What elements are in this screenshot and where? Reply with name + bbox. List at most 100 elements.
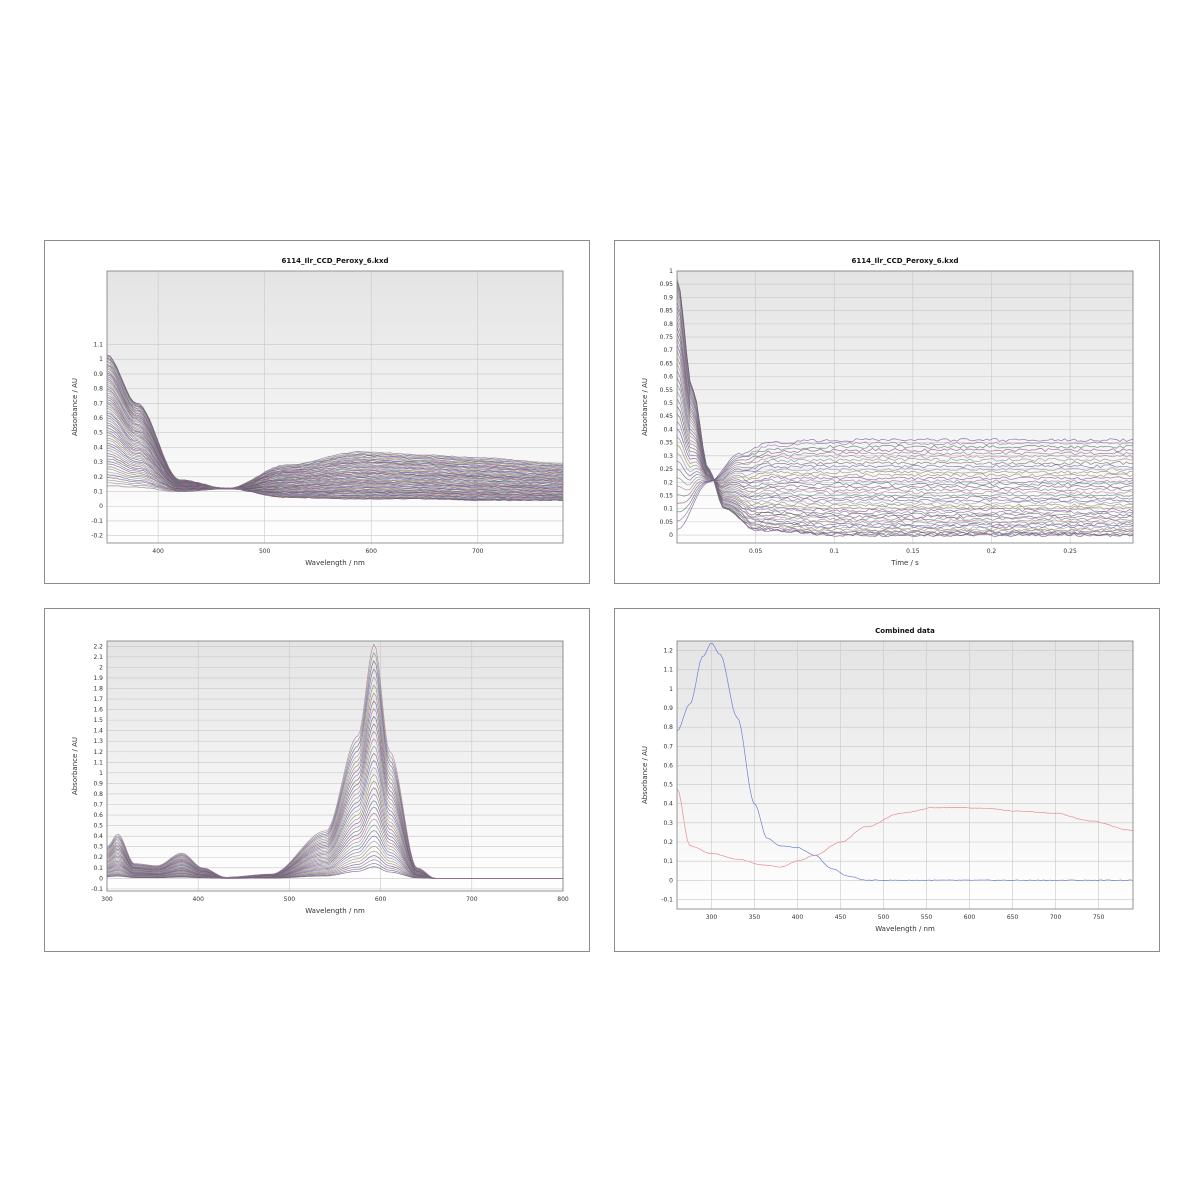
x-tick-label: 600 <box>964 914 976 921</box>
series-line <box>677 363 1133 505</box>
y-tick-label: 1.8 <box>93 685 103 692</box>
y-tick-label: 0.25 <box>660 466 674 473</box>
series-line <box>677 384 1133 498</box>
x-tick-label: 400 <box>192 896 204 903</box>
series-line <box>107 427 563 490</box>
chart-panel-absorbance-spectra: -0.1 0 0.1 0.2 0.3 0.4 0.5 0.6 0.7 0.8 0.9 1 1.1 1.2 1… <box>44 608 590 952</box>
y-tick-label: 1.9 <box>93 675 103 682</box>
y-tick-label: 0.5 <box>663 400 673 407</box>
x-tick-label: 300 <box>101 896 113 903</box>
chart-a-svg: -0.2 -0.1 0 0.1 0.2 0.3 0.4 0.5 0.6 0.7 0.8 0.9 1 1.1… <box>71 257 564 567</box>
y-tick-label: 0.3 <box>93 844 103 851</box>
y-tick-label: 1.1 <box>93 759 103 766</box>
series-line <box>677 326 1133 519</box>
series-line <box>107 420 563 490</box>
y-tick-label: 2 <box>99 664 103 671</box>
y-tick-label: 0.6 <box>93 415 103 422</box>
series-line <box>677 405 1133 490</box>
x-tick-label: 700 <box>472 548 484 555</box>
y-tick-label: 1.1 <box>93 342 103 349</box>
traces-group <box>107 354 563 502</box>
y-tick-label: 0.85 <box>660 308 674 315</box>
y-tick-label: 0.65 <box>660 360 674 367</box>
x-tick-label: 800 <box>557 896 569 903</box>
series-line <box>677 332 1133 517</box>
series-line <box>677 289 1133 534</box>
y-tick-label: 1.6 <box>93 707 103 714</box>
y-axis-label: Absorbance / AU <box>641 378 649 436</box>
x-tick-label: 450 <box>835 914 847 921</box>
series-line <box>677 452 1133 483</box>
chart-c-svg: -0.1 0 0.1 0.2 0.3 0.4 0.5 0.6 0.7 0.8 0.9 1 1.1 1.2 1… <box>71 640 569 915</box>
chart-b-svg: 0 0.05 0.1 0.15 0.2 0.25 0.3 0.35 0.4 0.45 0.5 0.55… <box>641 257 1134 567</box>
series-line <box>677 457 1133 486</box>
y-tick-label: 0.6 <box>93 812 103 819</box>
y-tick-label: 0 <box>99 875 103 882</box>
y-tick-label: 0.7 <box>663 743 673 750</box>
y-tick-label: 1.1 <box>663 667 673 674</box>
series-line <box>677 306 1133 527</box>
series-line <box>677 421 1133 487</box>
series-line <box>677 436 1133 484</box>
series-line <box>677 454 1133 491</box>
series-line <box>677 788 1133 868</box>
y-tick-label: 0.1 <box>663 506 673 513</box>
chart-title: 6114_Ilr_CCD_Peroxy_6.kxd <box>282 257 389 265</box>
x-tick-label: 400 <box>152 548 164 555</box>
series-line <box>107 434 563 490</box>
chart-panel-kinetic-spectra: -0.2 -0.1 0 0.1 0.2 0.3 0.4 0.5 0.6 0.7 0.8 0.9 1 1.1… <box>44 240 590 584</box>
y-tick-label: -0.2 <box>91 533 103 540</box>
x-tick-label: 700 <box>466 896 478 903</box>
series-line <box>677 344 1133 512</box>
series-line <box>107 410 563 490</box>
x-tick-label: 0.15 <box>906 548 920 555</box>
y-axis-label: Absorbance / AU <box>641 746 649 804</box>
y-tick-label: 0.5 <box>93 430 103 437</box>
y-tick-label: 0.7 <box>93 400 103 407</box>
y-axis-label: Absorbance / AU <box>71 378 79 436</box>
y-tick-label: 0.5 <box>93 823 103 830</box>
y-tick-label: 0.8 <box>93 386 103 393</box>
series-line <box>677 315 1133 523</box>
y-tick-label: 2.2 <box>93 643 103 650</box>
series-line <box>677 428 1133 486</box>
series-line <box>107 401 563 490</box>
y-tick-label: 0.8 <box>663 321 673 328</box>
x-tick-label: 400 <box>792 914 804 921</box>
y-tick-label: 2.1 <box>93 654 103 661</box>
series-line <box>677 413 1133 488</box>
y-tick-label: 0.8 <box>93 791 103 798</box>
y-tick-label: 1 <box>669 268 673 275</box>
series-line <box>107 644 563 879</box>
series-line <box>677 310 1133 525</box>
x-tick-label: 600 <box>365 548 377 555</box>
x-tick-label: 300 <box>706 914 718 921</box>
x-tick-label: 500 <box>259 548 271 555</box>
y-tick-label: -0.1 <box>91 886 103 893</box>
series-line <box>107 458 563 491</box>
y-tick-label: 0.05 <box>660 519 674 526</box>
y-tick-label: 0.7 <box>93 802 103 809</box>
y-tick-label: 0.6 <box>663 374 673 381</box>
y-tick-label: 0.35 <box>660 440 674 447</box>
y-tick-label: -0.1 <box>661 896 673 903</box>
y-tick-label: 0.2 <box>93 854 103 861</box>
x-tick-label: 550 <box>921 914 933 921</box>
y-tick-label: 1 <box>99 770 103 777</box>
x-tick-label: 350 <box>749 914 761 921</box>
series-line <box>677 398 1133 492</box>
y-tick-label: 0 <box>669 877 673 884</box>
y-tick-label: 1.3 <box>93 738 103 745</box>
x-tick-label: 0.25 <box>1063 548 1077 555</box>
y-tick-label: 0.15 <box>660 492 674 499</box>
y-tick-label: 0.1 <box>663 858 673 865</box>
x-tick-label: 0.05 <box>749 548 763 555</box>
series-line <box>107 388 563 492</box>
x-axis-label: Wavelength / nm <box>305 907 365 915</box>
traces-group <box>677 279 1133 538</box>
series-line <box>107 392 563 491</box>
y-tick-label: 1.5 <box>93 717 103 724</box>
series-line <box>677 461 1133 481</box>
plot-frame <box>676 270 1134 544</box>
y-tick-label: 0.7 <box>663 347 673 354</box>
